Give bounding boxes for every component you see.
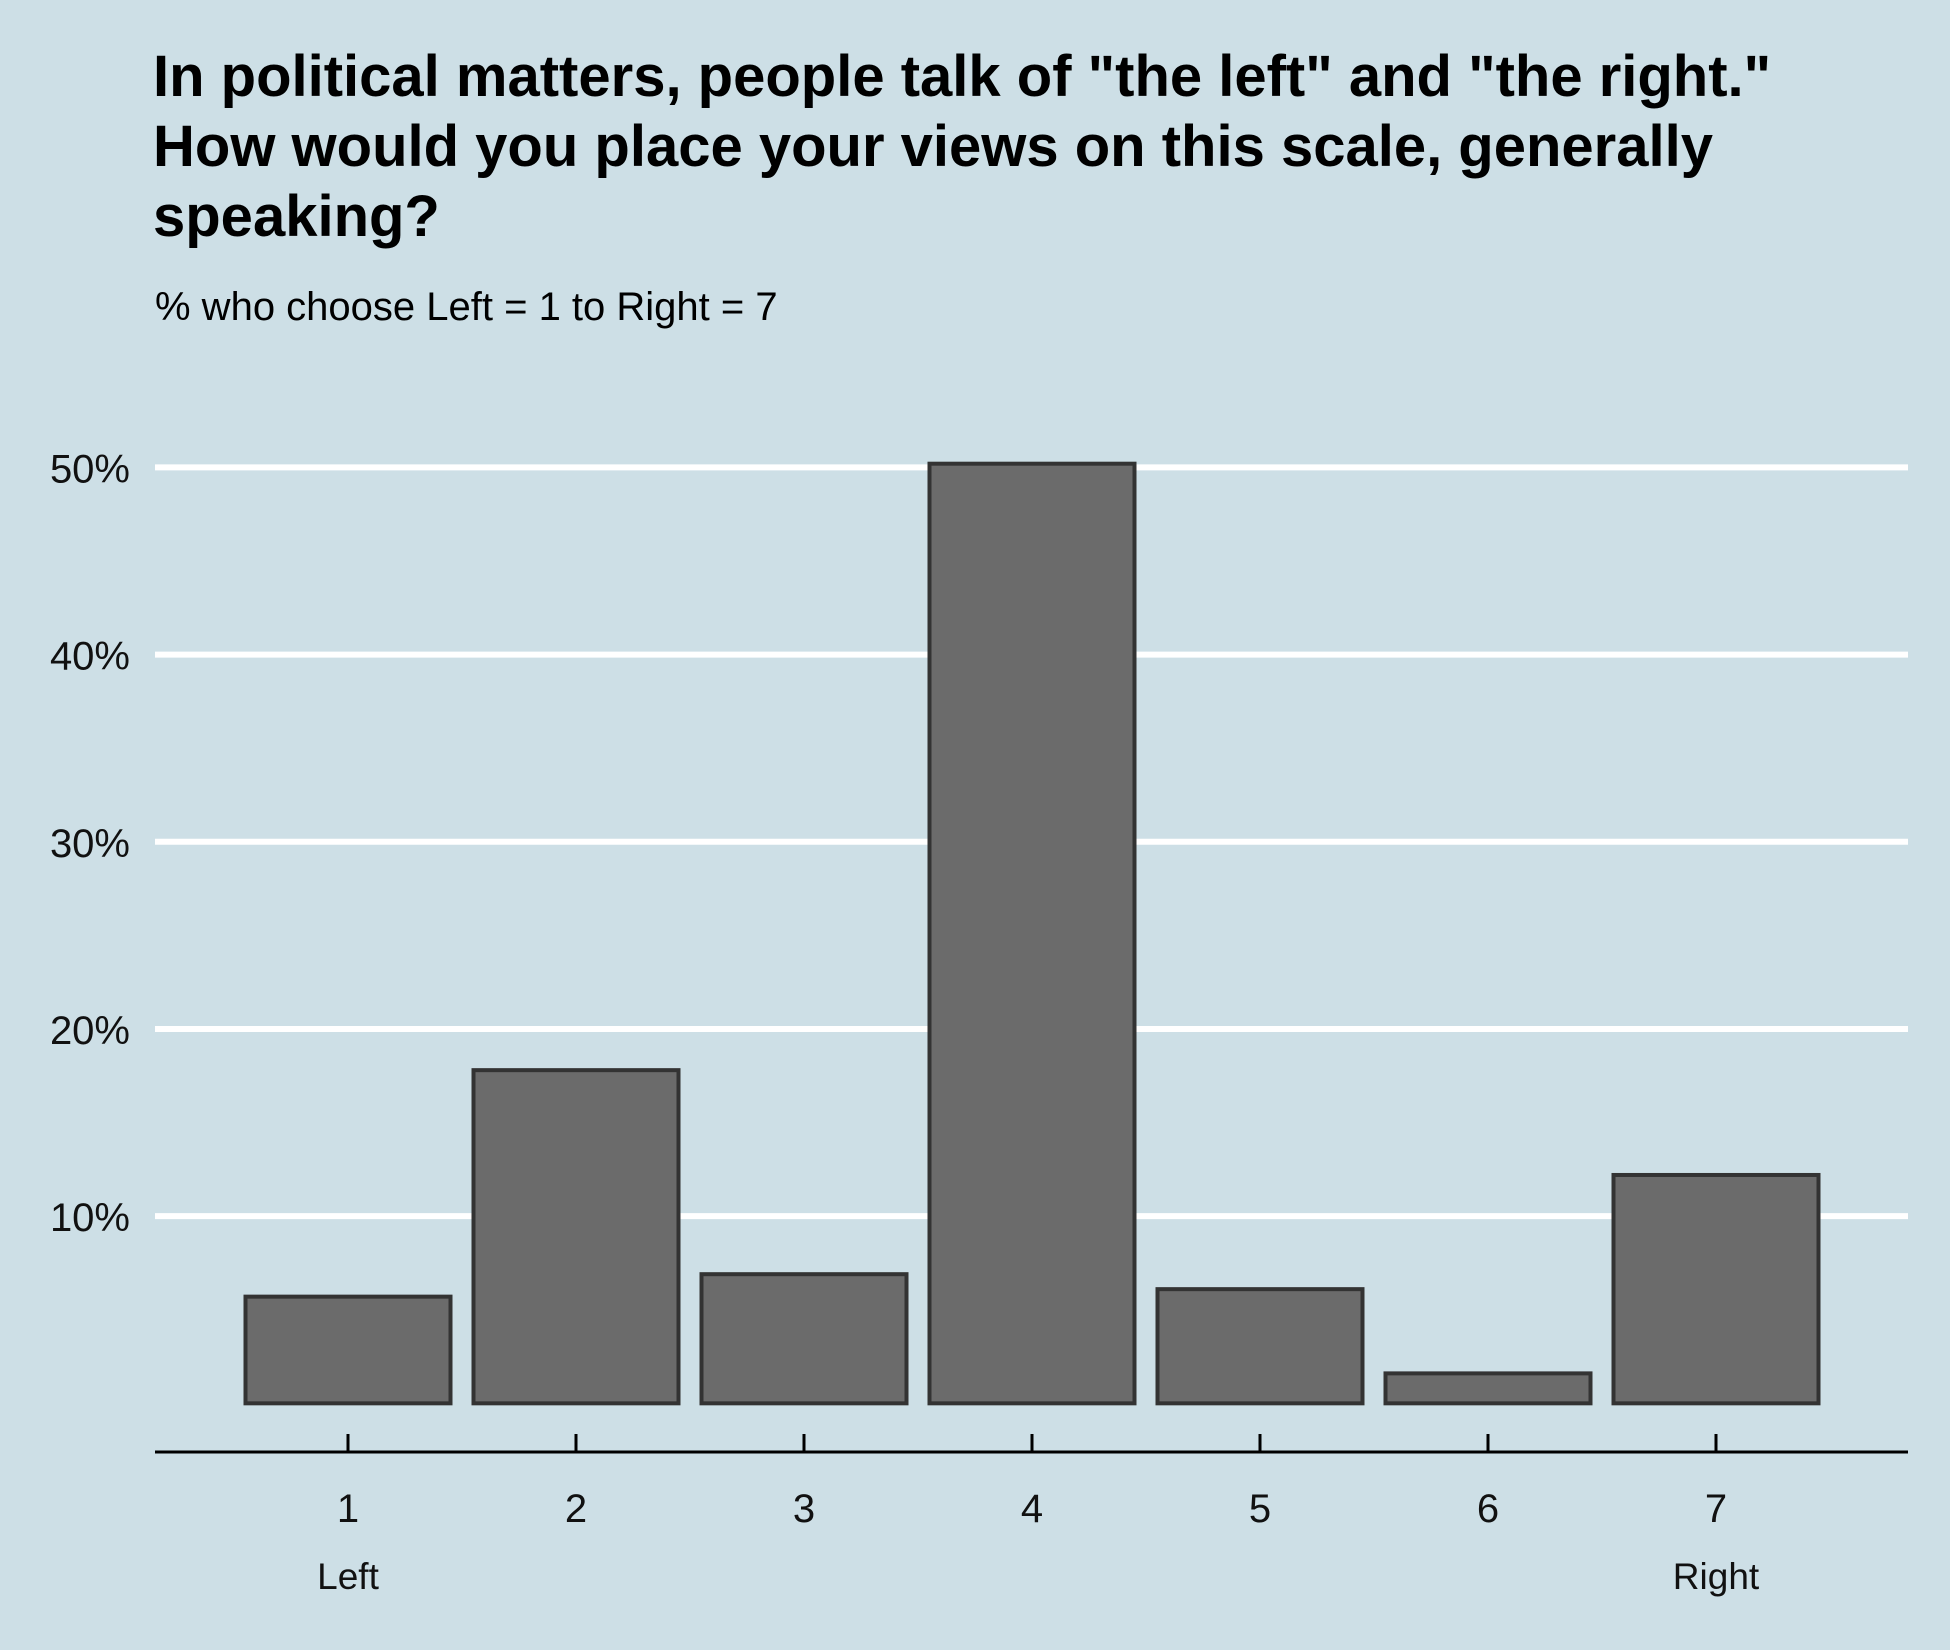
x-tick-label-5: 5 <box>1249 1487 1271 1531</box>
x-tick-label-2: 2 <box>565 1487 587 1531</box>
chart-title-line-1: In political matters, people talk of "th… <box>153 44 1772 109</box>
x-tick-label-7: 7 <box>1705 1487 1727 1531</box>
chart-title: In political matters, people talk of "th… <box>153 42 1913 252</box>
y-tick-label: 10% <box>50 1196 130 1240</box>
x-end-label-right: Right <box>1673 1556 1760 1597</box>
x-tick-label-3: 3 <box>793 1487 815 1531</box>
chart-title-line-3: speaking? <box>153 184 440 249</box>
x-end-label-left: Left <box>317 1556 379 1597</box>
x-tick-label-4: 4 <box>1021 1487 1043 1531</box>
bar-7 <box>1611 1172 1821 1406</box>
bar-1 <box>243 1294 453 1406</box>
bar-4 <box>927 461 1137 1406</box>
y-tick-label: 50% <box>50 447 130 491</box>
y-tick-label: 20% <box>50 1009 130 1053</box>
y-tick-label: 30% <box>50 822 130 866</box>
chart-title-line-2: How would you place your views on this s… <box>153 114 1713 179</box>
bar-6 <box>1383 1371 1593 1406</box>
chart-subtitle: % who choose Left = 1 to Right = 7 <box>155 285 778 329</box>
x-tick-label-1: 1 <box>337 1487 359 1531</box>
x-tick-label-6: 6 <box>1477 1487 1499 1531</box>
bar-3 <box>699 1272 909 1406</box>
y-tick-label: 40% <box>50 635 130 679</box>
bar-2 <box>471 1068 681 1406</box>
bar-5 <box>1155 1287 1365 1406</box>
